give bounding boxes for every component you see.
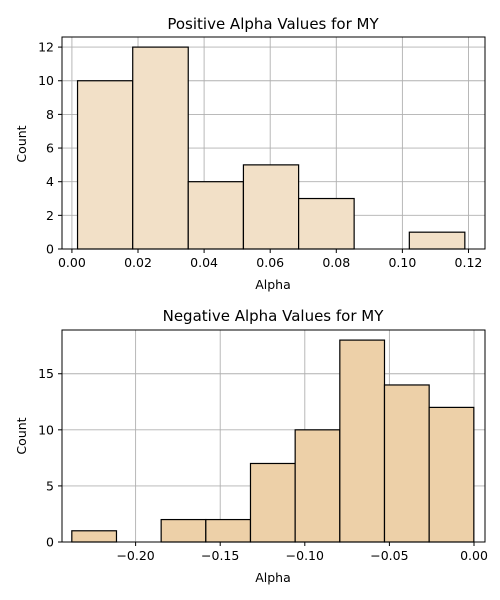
y-axis-label: Count (14, 417, 29, 454)
y-tick-label: 6 (46, 141, 54, 156)
negative-alpha-histogram: Negative Alpha Values for MY Alpha Count… (14, 307, 488, 585)
x-tick-label: −0.05 (370, 548, 408, 563)
histogram-bar (205, 518, 252, 543)
axis-ticks: −0.20 −0.15 −0.10 −0.05 0.00 0 5 10 15 (38, 366, 488, 563)
x-tick-label: 0.04 (190, 255, 218, 270)
bars (71, 339, 475, 543)
histogram-bar (339, 339, 386, 543)
x-tick-label: −0.15 (201, 548, 239, 563)
y-tick-label: 15 (38, 366, 54, 381)
histogram-bar (428, 406, 475, 543)
axis-ticks: 0.00 0.02 0.04 0.06 0.08 0.10 0.12 0 2 4 6 8 10 12 (38, 40, 482, 270)
histogram-bar (298, 197, 355, 250)
histogram-bar (408, 231, 466, 250)
histogram-bar (294, 429, 341, 543)
plot-frame (61, 36, 486, 250)
histogram-bar (242, 164, 300, 250)
y-tick-label: 8 (46, 107, 54, 122)
y-tick-label: 12 (38, 40, 54, 55)
histogram-bar (383, 384, 430, 543)
y-tick-label: 5 (46, 478, 54, 493)
plot-frame (61, 329, 486, 543)
histogram-bar (187, 181, 245, 250)
y-tick-label: 2 (46, 208, 54, 223)
chart-title: Negative Alpha Values for MY (163, 307, 385, 325)
x-tick-label: −0.20 (116, 548, 154, 563)
histogram-bar (71, 530, 118, 543)
histogram-bar (160, 518, 207, 543)
y-tick-label: 0 (46, 535, 54, 550)
histogram-bar (132, 46, 189, 250)
histogram-bar (76, 80, 134, 250)
chart-title: Positive Alpha Values for MY (167, 15, 379, 33)
x-tick-label: 0.08 (322, 255, 350, 270)
bars (76, 46, 466, 250)
y-tick-label: 0 (46, 242, 54, 257)
x-tick-label: 0.06 (256, 255, 284, 270)
x-axis-label: Alpha (255, 277, 291, 292)
x-tick-label: −0.10 (286, 548, 324, 563)
histogram-bar (249, 462, 296, 543)
y-tick-label: 10 (38, 422, 54, 437)
x-tick-label: 0.12 (455, 255, 483, 270)
x-axis-label: Alpha (255, 570, 291, 585)
positive-alpha-histogram: Positive Alpha Values for MY Alpha Count… (14, 15, 486, 292)
x-tick-label: 0.02 (124, 255, 152, 270)
x-tick-label: 0.00 (58, 255, 86, 270)
x-tick-label: 0.00 (460, 548, 488, 563)
y-axis-label: Count (14, 125, 29, 162)
y-tick-label: 10 (38, 73, 54, 88)
y-tick-label: 4 (46, 174, 54, 189)
x-tick-label: 0.10 (388, 255, 416, 270)
